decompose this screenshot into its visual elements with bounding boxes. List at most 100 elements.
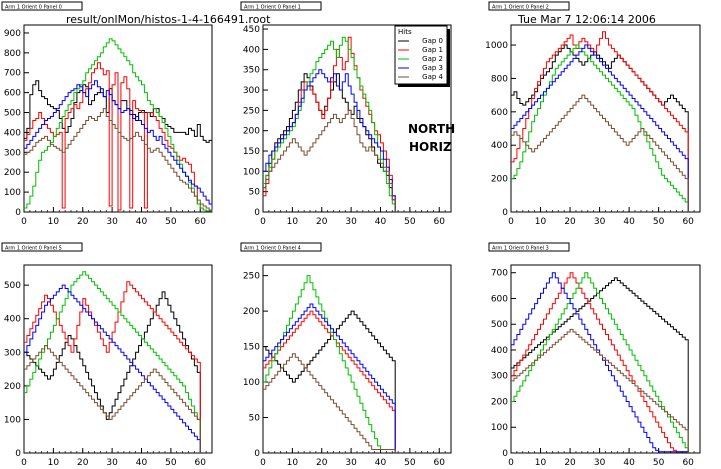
series-gap1 [263, 36, 396, 212]
x-tick-label: 60 [434, 458, 446, 468]
y-tick-label: 100 [491, 423, 508, 433]
x-tick-label: 0 [508, 458, 514, 468]
y-tick-label: 800 [4, 49, 21, 59]
x-tick-label: 20 [316, 217, 328, 227]
y-tick-label: 700 [4, 69, 21, 79]
y-tick-label: 450 [243, 25, 260, 35]
y-tick-label: 700 [491, 269, 508, 279]
y-tick-label: 200 [491, 175, 508, 185]
series-gap0 [511, 277, 689, 453]
y-tick-label: 100 [243, 378, 260, 388]
series-gap3 [511, 44, 689, 212]
series-gap4 [24, 108, 213, 212]
timestamp-label: Tue Mar 7 12:06:14 2006 [518, 13, 656, 26]
x-tick-label: 40 [136, 458, 148, 468]
y-tick-label: 250 [243, 106, 260, 116]
series-gap3 [263, 303, 396, 453]
y-tick-label: 200 [243, 307, 260, 317]
y-tick-label: 100 [243, 167, 260, 177]
x-tick-label: 30 [594, 458, 606, 468]
x-tick-label: 10 [287, 458, 299, 468]
series-gap4 [263, 109, 396, 212]
x-tick-label: 0 [21, 217, 27, 227]
legend-title: Hits [398, 28, 412, 36]
x-tick-label: 50 [404, 217, 416, 227]
file-path-label: result/onlMon/histos-1-4-166491.root [66, 13, 271, 26]
side-label: NORTH [408, 122, 456, 136]
y-tick-label: 400 [4, 315, 21, 325]
series-gap0 [24, 291, 201, 453]
plot-frame [23, 264, 213, 454]
orientation-label: HORIZ [409, 140, 452, 154]
x-tick-label: 40 [375, 217, 387, 227]
panel-title-box [240, 1, 322, 11]
x-tick-label: 50 [165, 458, 177, 468]
series-gap3 [263, 69, 396, 212]
x-tick-label: 0 [508, 217, 514, 227]
x-tick-label: 20 [77, 217, 89, 227]
y-tick-label: 300 [4, 148, 21, 158]
series-gap2 [263, 275, 396, 453]
panel-title: Arm 1 Orient 0 Panel 1 [244, 5, 301, 11]
y-tick-label: 400 [243, 45, 260, 55]
y-tick-label: 50 [249, 188, 261, 198]
series-gap2 [24, 271, 201, 453]
x-tick-label: 20 [564, 458, 576, 468]
x-tick-label: 20 [564, 217, 576, 227]
y-tick-label: 250 [243, 272, 260, 282]
series-gap2 [511, 44, 689, 212]
histogram-panel-4: Arm 1 Orient 0 Panel 5 0 10 20 30 40 50 60 0 100 2… [1, 242, 213, 468]
x-tick-label: 40 [623, 458, 635, 468]
panel-title-box [488, 242, 570, 252]
x-tick-label: 60 [195, 217, 207, 227]
x-tick-label: 60 [195, 458, 207, 468]
y-tick-label: 150 [243, 147, 260, 157]
x-tick-label: 20 [316, 458, 328, 468]
y-tick-label: 800 [491, 74, 508, 84]
y-tick-label: 0 [254, 449, 260, 459]
x-tick-label: 50 [653, 217, 665, 227]
panel-title-box [1, 242, 83, 252]
y-tick-label: 50 [249, 414, 261, 424]
legend-box [394, 25, 448, 85]
series-gap0 [263, 310, 396, 453]
y-tick-label: 200 [491, 397, 508, 407]
y-tick-label: 1000 [485, 41, 508, 51]
y-tick-label: 400 [491, 141, 508, 151]
panel-title-box [488, 1, 570, 11]
panel-title: Arm 1 Orient 0 Panel 3 [492, 246, 549, 252]
x-tick-label: 10 [535, 217, 547, 227]
y-tick-label: 0 [502, 208, 508, 218]
x-tick-label: 40 [136, 217, 148, 227]
y-tick-label: 100 [4, 188, 21, 198]
x-tick-label: 40 [623, 217, 635, 227]
x-tick-label: 20 [77, 458, 89, 468]
y-tick-label: 500 [4, 109, 21, 119]
histogram-panel-5: Arm 1 Orient 0 Panel 4 0 10 20 30 40 50 60 0 50 10… [240, 242, 452, 468]
y-tick-label: 350 [243, 66, 260, 76]
y-tick-label: 0 [502, 449, 508, 459]
series-gap1 [511, 272, 689, 453]
x-tick-label: 10 [287, 217, 299, 227]
panel-title-box [1, 1, 83, 11]
x-tick-label: 50 [165, 217, 177, 227]
series-gap2 [24, 38, 213, 212]
x-tick-label: 10 [535, 458, 547, 468]
series-gap4 [511, 94, 689, 212]
x-tick-label: 50 [653, 458, 665, 468]
series-gap3 [511, 272, 689, 453]
y-tick-label: 0 [15, 208, 21, 218]
x-tick-label: 60 [682, 458, 694, 468]
y-tick-label: 500 [4, 281, 21, 291]
series-gap3 [24, 80, 213, 212]
x-tick-label: 10 [48, 217, 60, 227]
series-gap1 [24, 281, 201, 453]
x-tick-label: 0 [21, 458, 27, 468]
y-tick-label: 400 [491, 346, 508, 356]
y-tick-label: 150 [243, 343, 260, 353]
panel-title: Arm 1 Orient 0 Panel 4 [244, 246, 301, 252]
legend-entry: Gap 0 [422, 37, 443, 45]
series-gap2 [511, 272, 689, 453]
